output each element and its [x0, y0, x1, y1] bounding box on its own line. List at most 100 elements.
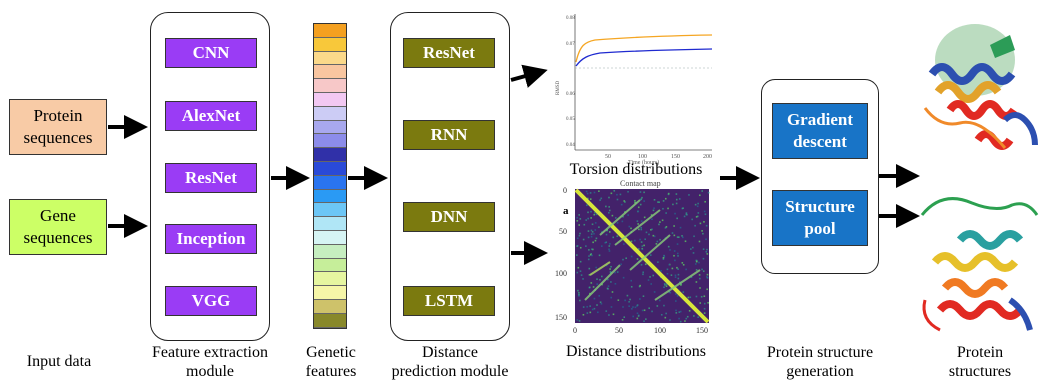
contact-map-cell [689, 296, 692, 299]
contact-map-cell [628, 305, 630, 308]
contact-map-cell [685, 268, 687, 271]
contact-map-cell [608, 196, 610, 199]
contact-map-cell [612, 236, 615, 239]
contact-map-cell [614, 282, 617, 285]
contact-map-cell [686, 213, 688, 216]
contact-map-cell [665, 285, 668, 287]
contact-map-cell [678, 317, 680, 320]
contact-map-cell [638, 228, 640, 231]
genetic-features-caption: Genetic features [305, 344, 357, 380]
contact-map-cell [587, 211, 589, 214]
contact-map-cell [589, 305, 591, 307]
contact-map-cell [590, 210, 592, 213]
contact-map-cell [695, 295, 698, 298]
contact-map-cell [665, 212, 667, 214]
contact-map-cell [677, 268, 679, 270]
contact-map-cell [706, 273, 709, 276]
contact-map-cell [704, 200, 706, 203]
contact-map-cell [582, 238, 585, 241]
contact-map-cell [684, 320, 686, 322]
contact-map-cell [675, 193, 678, 195]
contact-map-cell [605, 205, 607, 208]
contact-map-cell [628, 301, 630, 303]
contact-map-cell [675, 198, 678, 201]
contact-map-cell [593, 232, 595, 235]
contact-map-cell [653, 291, 656, 293]
contact-map-cell [609, 243, 611, 245]
contact-map-cell [698, 261, 700, 264]
contact-map-cell [598, 190, 600, 192]
contact-map-cell [579, 246, 582, 249]
contact-map-cell [695, 260, 698, 263]
contact-map-cell [695, 216, 698, 218]
contact-map-cell [627, 190, 629, 193]
contact-map-cell [620, 203, 623, 206]
contact-map-cell [657, 201, 659, 203]
genetic-feature-cell [314, 37, 346, 52]
contact-map-cell [688, 194, 690, 196]
contact-map-cell [586, 204, 588, 207]
contact-map-cell [595, 266, 597, 269]
contact-map-cell [585, 190, 588, 193]
contact-map-cell [639, 203, 642, 206]
contact-map-cell [667, 207, 669, 210]
contact-map-cell [636, 312, 639, 315]
contact-map-cell [576, 245, 578, 247]
net-alexnet: AlexNet [165, 101, 257, 131]
contact-map-cell [611, 214, 614, 217]
contact-map-cell [664, 227, 667, 229]
contact-map-cell [591, 223, 594, 226]
contact-map-cell [653, 235, 656, 238]
contact-map-cell [598, 226, 600, 228]
structure-generation-caption: Protein structure generation [766, 344, 874, 380]
contact-map-cell [595, 237, 598, 240]
contact-map-cell [637, 223, 639, 225]
genetic-feature-cell [314, 313, 346, 328]
arrow-distance-to-torsion [510, 64, 548, 88]
contact-map-cell [698, 194, 701, 197]
contact-map-cell [589, 311, 592, 314]
contact-map-cell [623, 243, 625, 245]
torsion-xtick-4: 200 [703, 154, 712, 160]
genetic-feature-cell [314, 189, 346, 204]
contact-map-cell [579, 218, 582, 220]
contact-map-cell [650, 283, 653, 285]
contact-map-cell [679, 226, 682, 229]
contact-map-cell [681, 235, 683, 237]
contact-map-cell [582, 313, 585, 316]
contact-map-cell [634, 306, 637, 309]
contact-map-cell [610, 296, 613, 299]
contact-map-cell [582, 306, 585, 308]
contact-map-cell [579, 232, 581, 235]
torsion-caption: Torsion distributions [569, 161, 703, 178]
genetic-feature-cell [314, 230, 346, 245]
contact-map-cell [610, 265, 612, 268]
contact-map-cell [601, 275, 603, 278]
genetic-feature-cell [314, 134, 346, 149]
contact-map-cell [605, 233, 608, 236]
contact-map-cell [649, 276, 651, 278]
contact-map-cell [587, 217, 589, 220]
contact-map-cell [588, 249, 590, 251]
contact-map-cell [644, 263, 647, 266]
contact-map-cell [590, 253, 592, 255]
contact-map-cell [676, 243, 679, 245]
torsion-ytick-5: 0.04 [566, 143, 575, 148]
gene-sequences-box: Gene sequences [9, 199, 107, 255]
contact-map-cell [642, 295, 645, 297]
contact-map-cell [601, 283, 603, 286]
contact-map-cell [682, 291, 685, 293]
torsion-ytick-2: 0.07 [566, 42, 575, 47]
contact-map-cell [630, 240, 633, 243]
contact-map-cell [663, 282, 666, 285]
contact-map-cell [591, 308, 594, 311]
contact-map-cell [599, 301, 602, 304]
contact-map-cell [625, 257, 627, 260]
contact-map-cell [674, 276, 677, 278]
contact-map-cell [597, 311, 599, 314]
contact-map-cell [678, 198, 681, 200]
genetic-feature-cell [314, 106, 346, 121]
contact-map-cell [640, 226, 642, 229]
contact-map-cell [706, 276, 709, 279]
contact-map-cell [677, 277, 680, 280]
